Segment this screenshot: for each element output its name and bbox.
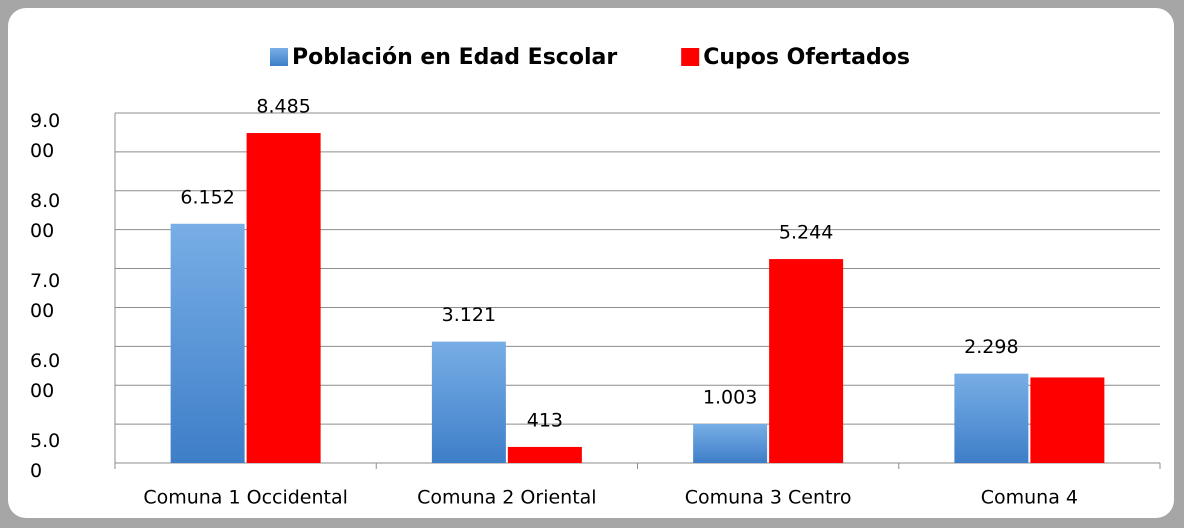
data-label: 6.152 [180,186,234,208]
y-tick-label: 7.000 [30,270,61,322]
bar [954,373,1029,463]
y-tick-label: 6.000 [30,350,61,402]
legend-label: Cupos Ofertados [703,45,910,70]
bar [246,133,321,463]
data-label: 5.244 [779,222,833,244]
data-label: 2.298 [964,336,1018,358]
data-label: 413 [527,409,563,431]
bar [507,446,582,463]
x-tick-label: Comuna 4 [981,487,1078,509]
legend-swatch [270,48,288,66]
legend-swatch [681,48,700,66]
bar [693,423,768,463]
legend-label: Población en Edad Escolar [292,45,617,70]
bar [769,259,844,463]
data-label: 1.003 [703,386,757,408]
y-tick-label: 9.000 [30,110,61,162]
x-tick-label: Comuna 3 Centro [685,487,852,509]
bar [1030,377,1105,463]
y-tick-label: 5.00 [30,430,61,482]
y-tick-label: 8.000 [30,190,61,242]
data-label: 8.485 [256,96,310,118]
x-tick-label: Comuna 2 Oriental [417,487,596,509]
data-label: 3.121 [442,304,496,326]
y-axis-labels: 9.000 8.000 7.000 6.000 5.00 [30,106,74,486]
x-tick-label: Comuna 1 Occidental [143,487,348,509]
bar [431,341,506,463]
bar [170,223,245,463]
